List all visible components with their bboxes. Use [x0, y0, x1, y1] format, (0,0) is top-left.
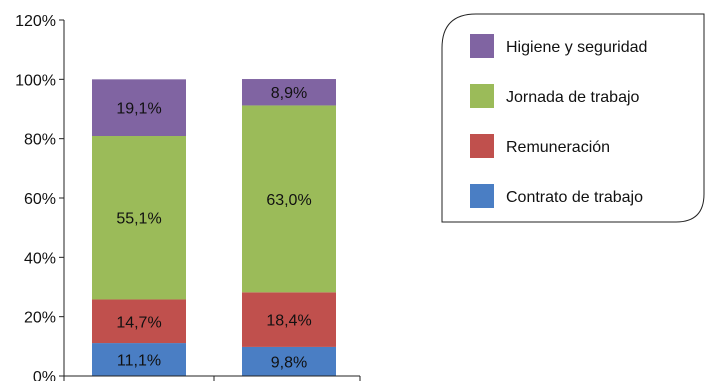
data-label: 55,1% [116, 211, 161, 228]
data-label: 9,8% [271, 354, 307, 371]
plot-area: 11,1% 14,7% 55,1% 19,1% 9,8% 18,4% 63,0% 8,9% 0… [15, 13, 361, 381]
y-tick-label: 20% [24, 310, 56, 327]
y-tick-label: 0% [33, 369, 56, 381]
y-tick-label: 120% [15, 13, 56, 30]
y-tick-label: 100% [15, 72, 56, 89]
bars-group [92, 79, 336, 376]
data-label: 19,1% [116, 101, 161, 118]
legend-swatch [470, 134, 494, 158]
bar-segment [92, 343, 186, 376]
legend: Higiene y seguridad Jornada de trabajo Rem… [441, 13, 705, 223]
axes-group: 0% 20% 40% 60% 80% 100% 120% [15, 13, 361, 381]
legend-items: Higiene y seguridad Jornada de trabajo Rem… [470, 34, 647, 208]
legend-swatch [470, 184, 494, 208]
y-tick-label: 80% [24, 132, 56, 149]
legend-label: Higiene y seguridad [506, 39, 647, 56]
y-tick-label: 60% [24, 191, 56, 208]
legend-swatch [470, 84, 494, 108]
data-label: 14,7% [116, 314, 161, 331]
bar-segment [92, 79, 186, 136]
legend-frame [441, 13, 705, 223]
bar-segment [92, 135, 186, 300]
data-label: 18,4% [266, 313, 311, 330]
bar-segment [242, 292, 336, 347]
legend-label: Remuneración [506, 139, 610, 156]
data-labels-group: 11,1% 14,7% 55,1% 19,1% 9,8% 18,4% 63,0% 8,9% [116, 85, 311, 371]
y-tick-label: 40% [24, 250, 56, 267]
bar-segment [242, 346, 336, 376]
bar-segment [242, 79, 336, 106]
bar-segment [242, 105, 336, 293]
legend-swatch [470, 34, 494, 58]
data-label: 8,9% [271, 85, 307, 102]
legend-label: Contrato de trabajo [506, 189, 643, 206]
data-label: 63,0% [266, 192, 311, 209]
legend-label: Jornada de trabajo [506, 89, 640, 106]
bar-segment [92, 299, 186, 344]
data-label: 11,1% [117, 353, 161, 370]
